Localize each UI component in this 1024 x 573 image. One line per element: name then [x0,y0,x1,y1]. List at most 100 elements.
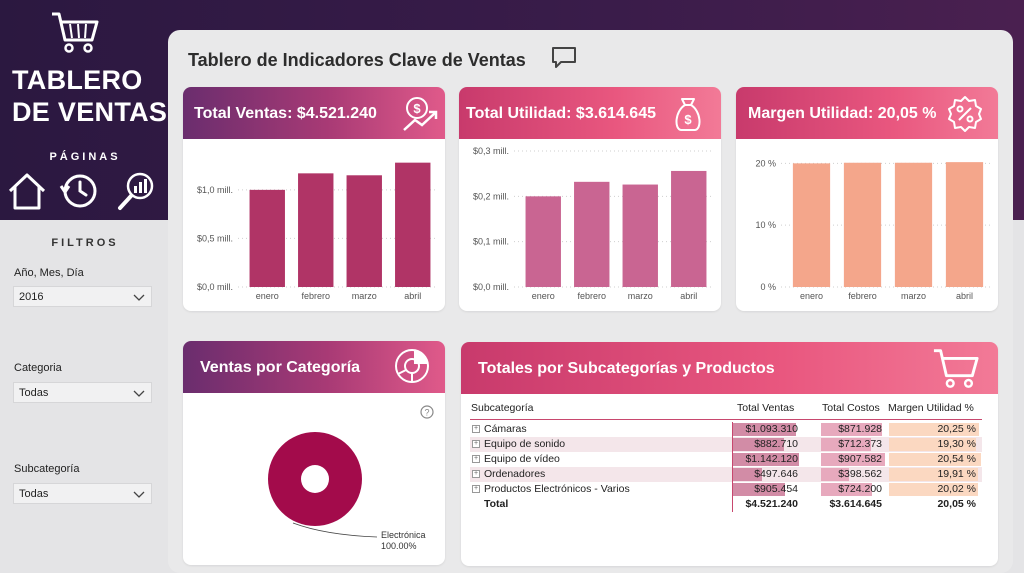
table-row[interactable]: + Productos Electrónicos - Varios $905.454… [470,482,982,497]
chevron-down-icon [133,294,145,301]
bar[interactable] [525,196,561,287]
expand-icon[interactable]: + [472,485,480,493]
slice-label: Electrónica [381,530,426,540]
x-tick-label: enero [256,291,279,301]
table-row[interactable]: + Cámaras $1.093.310 $871.928 20,25 % [470,422,982,437]
history-icon [59,174,97,208]
bar[interactable] [249,189,285,287]
col-subcategory[interactable]: Subcategoría [471,402,534,414]
x-tick-label: enero [532,291,555,301]
x-tick-label: abril [956,291,973,301]
bar[interactable] [945,162,984,287]
shopping-cart-icon [933,349,979,388]
row-margin: 19,91 % [937,468,976,480]
kpi-profit-label: Total Utilidad: $3.614.645 [466,105,656,122]
y-tick-label: 20 % [755,158,776,168]
filter-subcategory-select[interactable]: Todas [13,483,152,504]
x-tick-label: febrero [301,291,330,301]
row-subcategory: Equipo de vídeo [484,453,560,465]
money-growth-icon: $ [403,97,438,131]
kpi-sales-header: Total Ventas: $4.521.240 $ [183,87,445,139]
row-subcategory: Equipo de sonido [484,438,566,450]
col-total-sales[interactable]: Total Ventas [737,402,795,414]
kpi-card-margin: Margen Utilidad: 20,05 % 0 % 10 % 20 % ener… [736,87,998,311]
row-total-costs: $907.582 [838,453,882,465]
filter-category-value: Todas [19,387,49,399]
bar[interactable] [346,175,382,287]
y-tick-label: $0,3 mill. [473,146,509,156]
slice-percent: 100.00% [381,541,417,551]
row-total-sales: $905.454 [754,483,798,495]
donut-chart-icon [395,349,429,383]
kpi-card-sales: Total Ventas: $4.521.240 $ $0,0 mill. $0,… [183,87,445,311]
shopping-cart-icon [52,12,99,53]
expand-icon[interactable]: + [472,455,480,463]
filters-panel: FILTROS Año, Mes, Día 2016 Categoria Tod… [0,220,170,573]
table-row[interactable]: + Equipo de vídeo $1.142.120 $907.582 20,54 … [470,452,982,467]
money-bag-icon: $ [675,98,701,131]
filter-date-value: 2016 [19,291,44,303]
filter-date-select[interactable]: 2016 [13,286,152,307]
x-tick-label: abril [680,291,697,301]
profit-bar-chart: $0,0 mill. $0,1 mill. $0,2 mill. $0,3 mill.… [473,146,713,301]
bar[interactable] [843,162,882,287]
bar[interactable] [574,181,610,287]
filter-category-select[interactable]: Todas [13,382,152,403]
bar[interactable] [894,162,933,287]
x-tick-label: marzo [901,291,926,301]
help-icon[interactable]: ? [420,405,434,419]
row-total-costs: $712.373 [838,438,882,450]
x-tick-label: enero [800,291,823,301]
nav-home-button[interactable] [6,170,48,212]
kpi-sales-label: Total Ventas: $4.521.240 [194,105,377,122]
bar[interactable] [671,170,707,287]
svg-text:$: $ [413,101,421,116]
expand-icon[interactable]: + [472,440,480,448]
table-header-row: Subcategoría Total Ventas Total Costos M… [470,400,982,420]
svg-text:?: ? [424,408,429,418]
bar[interactable] [395,162,431,287]
table-row[interactable]: + Equipo de sonido $882.710 $712.373 19,30 % [470,437,982,452]
x-tick-label: febrero [848,291,877,301]
total-margin: 20,05 % [937,498,976,510]
leader-line [292,522,378,538]
row-margin: 20,25 % [937,423,976,435]
category-card: Ventas por Categoría ? Electrónica 100.00… [183,341,445,565]
comment-icon[interactable] [551,46,577,70]
kpi-margin-header: Margen Utilidad: 20,05 % [736,87,998,139]
col-margin[interactable]: Margen Utilidad % [888,402,974,414]
kpi-margin-label: Margen Utilidad: 20,05 % [748,105,937,122]
col-total-costs[interactable]: Total Costos [822,402,880,414]
row-total-sales: $1.142.120 [745,453,798,465]
bar[interactable] [792,163,831,287]
y-tick-label: $0,2 mill. [473,191,509,201]
nav-analysis-button[interactable] [116,170,158,212]
chevron-down-icon [133,491,145,498]
margin-data-bar [889,453,981,466]
bar[interactable] [622,184,658,287]
margin-data-bar [889,483,979,496]
expand-icon[interactable]: + [472,425,480,433]
category-title: Ventas por Categoría [200,359,361,376]
table-title: Totales por Subcategorías y Productos [478,360,775,377]
bar[interactable] [298,173,334,287]
row-subcategory: Ordenadores [484,468,546,480]
sales-data-bar [732,483,785,496]
column-divider [732,422,733,512]
pages-label: PÁGINAS [49,151,121,163]
expand-icon[interactable]: + [472,470,480,478]
row-total-costs: $871.928 [838,423,882,435]
y-tick-label: $0,5 mill. [197,233,233,243]
donut-slice[interactable] [268,432,362,526]
filter-subcategory-value: Todas [19,488,49,500]
total-sales: $4.521.240 [745,498,798,510]
row-total-sales: $497.646 [754,468,798,480]
chevron-down-icon [133,390,145,397]
margin-data-bar [889,438,976,451]
table-header: Totales por Subcategorías y Productos [461,342,998,394]
margin-bar-chart: 0 % 10 % 20 % enero febrero marzo abril [755,158,990,301]
table-row[interactable]: + Ordenadores $497.646 $398.562 19,91 % [470,467,982,482]
row-margin: 19,30 % [937,438,976,450]
nav-history-button[interactable] [58,170,100,212]
